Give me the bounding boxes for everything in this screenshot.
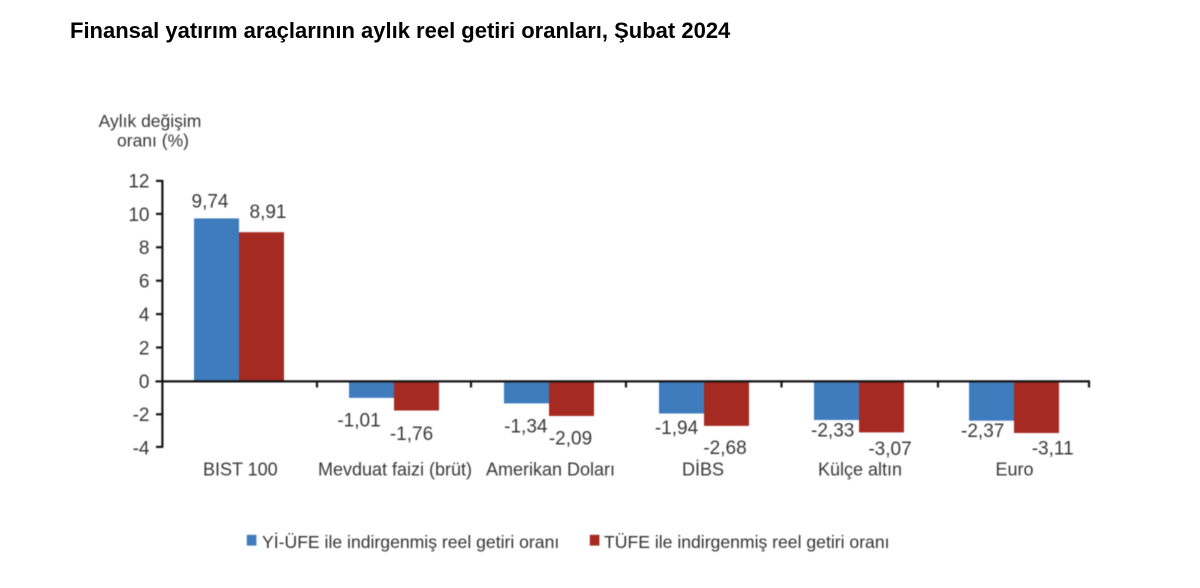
svg-text:9,74: 9,74 (192, 192, 229, 213)
svg-text:BIST 100: BIST 100 (203, 460, 278, 480)
svg-text:8,91: 8,91 (250, 202, 287, 223)
svg-text:12: 12 (128, 171, 149, 192)
svg-text:8: 8 (139, 238, 150, 259)
svg-text:-3,07: -3,07 (868, 439, 911, 460)
svg-text:0: 0 (139, 372, 150, 393)
svg-text:-3,11: -3,11 (1032, 439, 1074, 460)
svg-text:-1,94: -1,94 (655, 418, 699, 439)
svg-text:-2,09: -2,09 (549, 429, 592, 450)
svg-text:4: 4 (139, 305, 150, 326)
svg-text:-1,01: -1,01 (337, 411, 380, 432)
svg-text:-1,34: -1,34 (504, 417, 548, 438)
svg-text:6: 6 (139, 272, 150, 293)
svg-text:oranı (%): oranı (%) (117, 131, 189, 151)
svg-text:DİBS: DİBS (682, 460, 724, 480)
svg-text:Amerikan Doları: Amerikan Doları (486, 460, 615, 480)
svg-text:2: 2 (139, 338, 150, 359)
svg-text:-4: -4 (133, 439, 150, 460)
svg-text:TÜFE ile indirgenmiş reel geti: TÜFE ile indirgenmiş reel getiri oranı (604, 532, 890, 552)
svg-text:Euro: Euro (995, 460, 1033, 480)
svg-text:-1,76: -1,76 (390, 424, 433, 445)
svg-text:-2,68: -2,68 (703, 438, 746, 459)
svg-text:Yİ-ÜFE ile indirgenmiş reel ge: Yİ-ÜFE ile indirgenmiş reel getiri oranı (262, 532, 559, 552)
svg-text:Finansal yatırım araçlarının a: Finansal yatırım araçlarının aylık reel … (70, 18, 731, 43)
svg-text:Mevduat faizi (brüt): Mevduat faizi (brüt) (318, 460, 472, 480)
svg-text:-2: -2 (133, 405, 150, 426)
svg-text:10: 10 (128, 205, 149, 226)
svg-text:Külçe altın: Külçe altın (818, 460, 902, 480)
svg-text:-2,33: -2,33 (811, 420, 854, 441)
svg-text:Aylık değişim: Aylık değişim (99, 111, 202, 131)
svg-text:-2,37: -2,37 (961, 421, 1004, 442)
